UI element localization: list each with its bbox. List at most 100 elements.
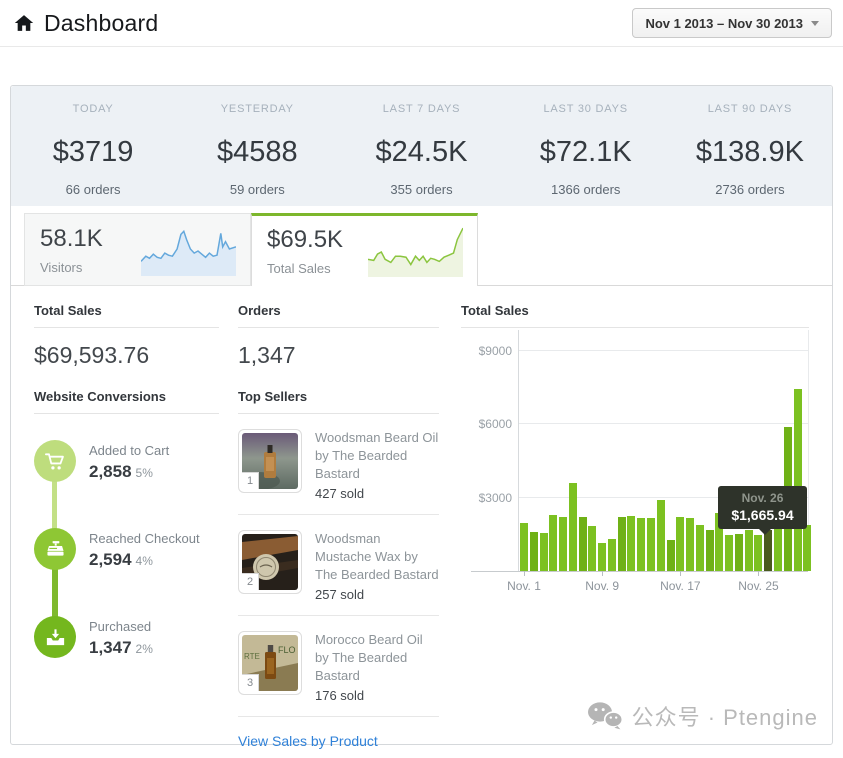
- funnel-step-reached-checkout: Reached Checkout 2,594 4%: [34, 528, 200, 570]
- top-seller-item[interactable]: FLO RTE 3 Morocco Beard Oil by The Beard…: [238, 615, 439, 716]
- product-sold: 427 sold: [315, 486, 365, 501]
- y-axis-label: $3000: [478, 490, 512, 505]
- tab-visitors[interactable]: 58.1K Visitors: [24, 213, 251, 286]
- register-icon: [34, 528, 76, 570]
- stat-value: $4588: [216, 136, 298, 168]
- x-axis-label: Nov. 25: [738, 579, 779, 593]
- wechat-icon: [587, 702, 623, 730]
- chart-bar[interactable]: [568, 483, 577, 571]
- chart-bar[interactable]: [607, 539, 616, 571]
- x-axis-label: Nov. 9: [585, 579, 620, 593]
- y-axis-label: $9000: [478, 344, 512, 358]
- x-axis-tick: [680, 571, 682, 576]
- chart-bar[interactable]: [588, 525, 597, 571]
- chart-bar[interactable]: [764, 530, 773, 571]
- stat-value: $138.9K: [695, 136, 804, 168]
- home-icon[interactable]: [14, 13, 34, 33]
- chart-bar[interactable]: [705, 530, 714, 571]
- stats-strip: TODAY $3719 66 orders YESTERDAY $4588 59…: [11, 86, 832, 206]
- chart-bar[interactable]: [598, 542, 607, 571]
- chart-bar[interactable]: [725, 534, 734, 571]
- gridline: [519, 423, 808, 425]
- chart-bar[interactable]: [676, 516, 685, 571]
- chart-bar[interactable]: [656, 500, 665, 571]
- date-range-label: Nov 1 2013 – Nov 30 2013: [645, 15, 803, 31]
- funnel-step-added-to-cart: Added to Cart 2,858 5%: [34, 440, 169, 482]
- chart-bar[interactable]: [666, 539, 675, 571]
- top-seller-item[interactable]: 2 Woodsman Mustache Wax by The Bearded B…: [238, 514, 439, 615]
- stat-value: $24.5K: [375, 136, 468, 168]
- tabs-row: 58.1K Visitors $69.5K Total Sales: [11, 206, 832, 286]
- funnel-connector: [52, 549, 58, 637]
- chevron-down-icon: [811, 20, 819, 26]
- chart-bar[interactable]: [529, 531, 538, 571]
- product-title: Woodsman Beard Oil by The Bearded Bastar…: [315, 430, 439, 481]
- view-sales-row: View Sales by Product: [238, 716, 439, 751]
- funnel-step-purchased: Purchased 1,347 2%: [34, 616, 153, 658]
- chart-bar[interactable]: [647, 518, 655, 571]
- stat-label: LAST 30 DAYS: [543, 103, 628, 115]
- date-range-button[interactable]: Nov 1 2013 – Nov 30 2013: [632, 8, 832, 38]
- watermark: 公众号 · Ptengine: [587, 700, 818, 732]
- purchased-icon: [34, 616, 76, 658]
- product-thumbnail: FLO RTE 3: [238, 631, 302, 695]
- total-sales-chart-section: Total Sales Nov. 26 $1,665.94 $3000 $6000…: [461, 303, 812, 746]
- funnel-connector: [52, 461, 57, 549]
- chart-bar[interactable]: [695, 525, 704, 571]
- funnel-value: 1,347: [89, 638, 132, 657]
- product-sold: 257 sold: [315, 587, 365, 602]
- x-axis-tick: [524, 571, 525, 576]
- chart-bar[interactable]: [744, 529, 753, 571]
- x-axis-label: Nov. 1: [507, 579, 541, 593]
- tab-value: $69.5K: [267, 226, 344, 253]
- rank-badge: 1: [242, 472, 259, 489]
- total-sales-heading: Total Sales: [34, 303, 219, 328]
- stat-yesterday: YESTERDAY $4588 59 orders: [175, 86, 339, 206]
- visitors-sparkline-chart: [141, 229, 236, 276]
- stat-orders: 355 orders: [390, 182, 453, 197]
- product-title: Woodsman Mustache Wax by The Bearded Bas…: [315, 531, 439, 582]
- chart-bar[interactable]: [539, 532, 548, 571]
- chart-bar[interactable]: [549, 514, 558, 571]
- tab-total-sales[interactable]: $69.5K Total Sales: [251, 213, 478, 286]
- chart-bar[interactable]: [627, 515, 636, 571]
- chart-bar[interactable]: [559, 517, 568, 571]
- stat-today: TODAY $3719 66 orders: [11, 86, 175, 206]
- tooltip-value: $1,665.94: [731, 507, 794, 523]
- product-title: Morocco Beard Oil by The Bearded Bastard: [315, 632, 423, 683]
- top-seller-item[interactable]: 1 Woodsman Beard Oil by The Bearded Bast…: [238, 414, 439, 514]
- morocco-beard-oil-photo: FLO RTE: [242, 635, 298, 691]
- website-conversions-heading: Website Conversions: [34, 389, 219, 414]
- stat-orders: 2736 orders: [715, 182, 785, 197]
- funnel-percent: 5%: [135, 466, 153, 480]
- product-thumbnail: 2: [238, 530, 302, 594]
- orders-heading: Orders: [238, 303, 439, 328]
- chart-bar[interactable]: [803, 524, 812, 571]
- chart-bar[interactable]: [686, 518, 695, 571]
- chart-tooltip: Nov. 26 $1,665.94: [718, 486, 807, 535]
- chart-bar[interactable]: [637, 518, 646, 571]
- product-thumbnail: 1: [238, 429, 302, 493]
- chart-baseline: [471, 571, 808, 572]
- stat-last-7-days: LAST 7 DAYS $24.5K 355 orders: [339, 86, 503, 206]
- chart-bar[interactable]: [578, 517, 587, 571]
- product-sold: 176 sold: [315, 688, 365, 703]
- conversion-funnel: Added to Cart 2,858 5% Reached Checkout 2…: [34, 440, 219, 658]
- chart-bar[interactable]: [715, 512, 724, 571]
- stat-orders: 66 orders: [65, 182, 121, 197]
- top-sellers-heading: Top Sellers: [238, 389, 439, 414]
- chart-bar[interactable]: [754, 535, 763, 571]
- stat-orders: 59 orders: [229, 182, 285, 197]
- view-sales-by-product-link[interactable]: View Sales by Product: [238, 733, 378, 749]
- chart-bar[interactable]: [793, 388, 802, 571]
- x-axis-tick: [602, 571, 604, 576]
- tab-label: Visitors: [40, 259, 83, 275]
- chart-bar[interactable]: [774, 522, 783, 571]
- gridline: [519, 496, 808, 498]
- chart-bar[interactable]: [734, 533, 743, 571]
- svg-text:FLO: FLO: [278, 645, 296, 655]
- sales-conversions-column: Total Sales $69,593.76 Website Conversio…: [34, 303, 219, 746]
- funnel-percent: 4%: [135, 554, 153, 568]
- chart-bar[interactable]: [520, 523, 528, 571]
- chart-bar[interactable]: [617, 517, 626, 571]
